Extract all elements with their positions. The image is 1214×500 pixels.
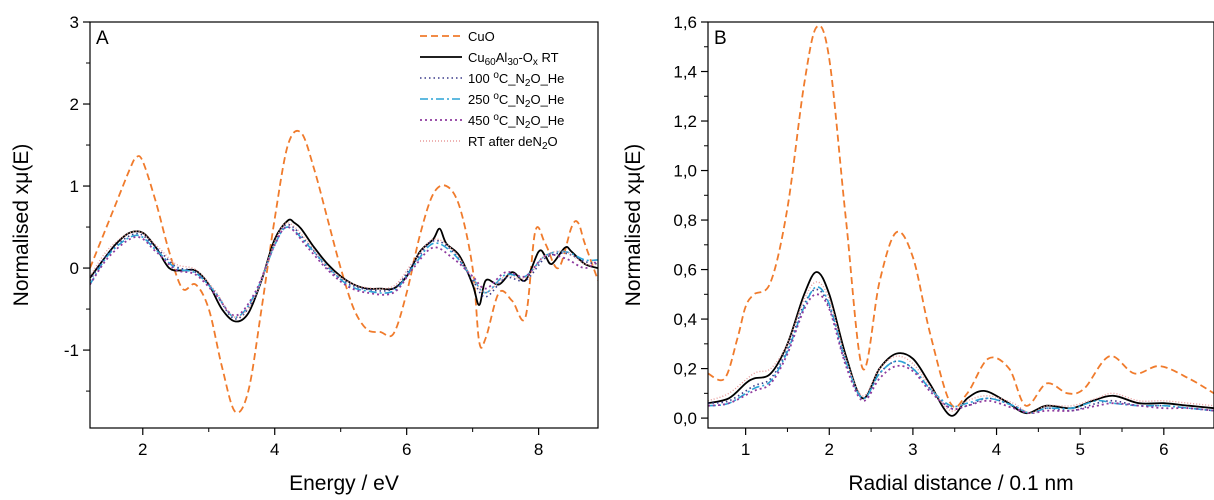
series-line-rt — [708, 271, 1214, 417]
y-tick-label: 1,4 — [673, 63, 697, 82]
x-tick-label: 1 — [741, 440, 750, 459]
legend-label-after: RT after deN2O — [468, 134, 558, 152]
legend-label-part: 2 — [542, 141, 548, 152]
y-tick-label: 1,6 — [673, 13, 697, 32]
series-line-t250 — [708, 286, 1214, 414]
y-tick-label: 2 — [70, 95, 79, 114]
y-tick-label: 0,0 — [673, 409, 697, 428]
x-axis-title: Radial distance / 0.1 nm — [848, 472, 1073, 495]
legend-label-part: O_He — [530, 92, 564, 107]
panel-a-chart: 2 4 6 8 -1 0 1 2 3A Energy / eV Normalised xμ(E) Cu… — [10, 13, 599, 495]
legend-label-rt: Cu60Al30-Ox RT — [468, 50, 559, 68]
x-axis-title: Energy / eV — [289, 472, 399, 495]
legend-label-part: Cu — [468, 50, 485, 65]
series-group — [708, 24, 1214, 417]
x-tick-label: 2 — [825, 440, 834, 459]
series-line-after — [90, 222, 598, 319]
legend-label-cuo: CuO — [468, 29, 495, 44]
legend-label-part: 2 — [525, 78, 531, 89]
series-line-t100 — [90, 223, 598, 320]
panel-letter: B — [714, 28, 727, 49]
y-tick-label: 1 — [70, 177, 79, 196]
y-tick-label: 3 — [70, 13, 79, 32]
series-group — [90, 129, 598, 414]
legend-label-part: O — [548, 134, 558, 149]
series-line-after — [708, 281, 1214, 414]
legend-label-part: 250 — [468, 92, 493, 107]
y-tick-label: 0,6 — [673, 261, 697, 280]
x-tick-label: 3 — [908, 440, 917, 459]
y-tick-label: 0,2 — [673, 360, 697, 379]
x-tick-label: 8 — [534, 440, 543, 459]
legend-label-t100: 100 oC_N2O_He — [468, 70, 564, 89]
panel-b-chart: 1 2 3 4 5 6 0,0 0,2 0,4 0,6 0,8 1,0 1,2 1,4 1,6 B Radial… — [622, 13, 1214, 495]
y-tick-label: 0,8 — [673, 211, 697, 230]
legend-label-t450: 450 oC_N2O_He — [468, 112, 564, 131]
series-line-t100 — [708, 288, 1214, 414]
legend-label-part: C_N — [499, 113, 525, 128]
y-tick-label: -1 — [64, 341, 79, 360]
legend-label-part: Al — [496, 50, 508, 65]
x-tick-label: 5 — [1075, 440, 1084, 459]
legend-label-part: x — [533, 57, 538, 68]
legend-label-part: CuO — [468, 29, 495, 44]
legend-label-part: 2 — [525, 120, 531, 131]
legend-label-part: 450 — [468, 113, 493, 128]
y-tick-label: 0 — [70, 259, 79, 278]
y-axis-title: Normalised xμ(E) — [10, 144, 33, 307]
legend-label-part: o — [493, 70, 499, 81]
legend-label-part: 2 — [525, 99, 531, 110]
legend-label-part: RT after deN — [468, 134, 542, 149]
x-tick-label: 2 — [138, 440, 147, 459]
series-line-rt — [90, 218, 598, 323]
legend-label-part: O_He — [530, 113, 564, 128]
x-tick-label: 4 — [270, 440, 279, 459]
legend-label-part: o — [493, 112, 499, 123]
x-tick-label: 4 — [992, 440, 1001, 459]
legend-label-part: -O — [518, 50, 532, 65]
legend-label-part: 100 — [468, 71, 493, 86]
panel-letter: A — [96, 28, 109, 49]
legend-label-part: C_N — [499, 92, 525, 107]
y-tick-label: 1,2 — [673, 112, 697, 131]
legend-label-t250: 250 oC_N2O_He — [468, 91, 564, 110]
x-tick-label: 6 — [1159, 440, 1168, 459]
legend-label-part: o — [493, 91, 499, 102]
y-tick-label: 0,4 — [673, 310, 697, 329]
legend-label-part: C_N — [499, 71, 525, 86]
series-line-cuo — [90, 129, 598, 414]
series-line-t450 — [90, 226, 598, 317]
plot-frame — [89, 21, 599, 429]
y-tick-label: 1,0 — [673, 162, 697, 181]
y-axis-title: Normalised xμ(E) — [622, 144, 645, 307]
plot-frame — [707, 21, 1214, 429]
legend-label-part: 30 — [507, 57, 519, 68]
series-line-t450 — [708, 293, 1214, 415]
legend-label-part: RT — [538, 50, 559, 65]
x-tick-label: 6 — [402, 440, 411, 459]
legend-label-part: 60 — [485, 57, 497, 68]
legend-label-part: O_He — [530, 71, 564, 86]
